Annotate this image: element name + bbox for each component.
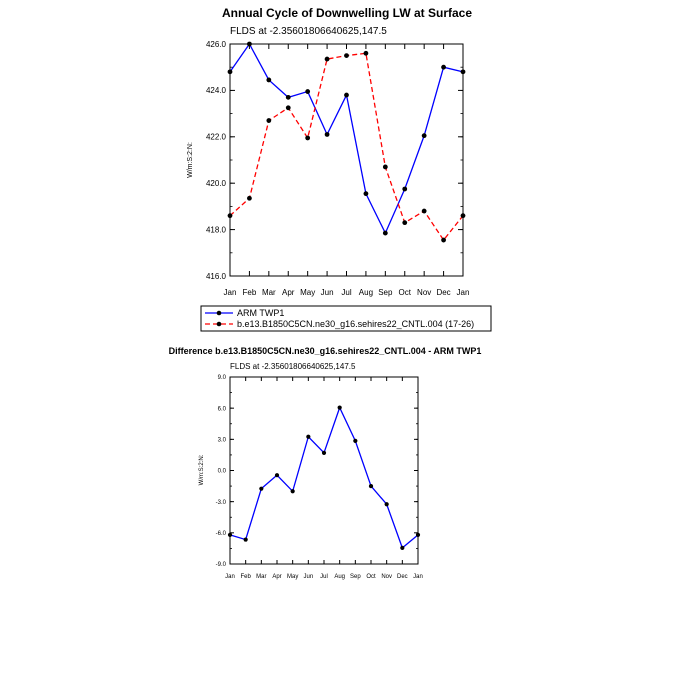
- chart2-xtick-label: Oct: [366, 574, 376, 580]
- chart1-xtick-label: Jun: [321, 288, 334, 297]
- chart1-series-0-point: [266, 77, 272, 83]
- chart1-ylabel: W/m:S:2:N:: [187, 142, 194, 178]
- chart1-xtick-label: May: [300, 288, 315, 297]
- chart2-series-0-point: [384, 502, 389, 507]
- chart1-ytick-label: 426.0: [206, 40, 227, 49]
- chart1-title: Annual Cycle of Downwelling LW at Surfac…: [222, 6, 472, 20]
- chart2-xtick-label: Jul: [320, 574, 328, 580]
- chart2-xtick-label: Aug: [334, 574, 345, 580]
- chart2-xtick-label: Dec: [397, 574, 408, 580]
- chart1-xtick-label: Jul: [341, 288, 351, 297]
- chart1-series-0-point: [460, 69, 466, 75]
- chart1-series-1-point: [382, 164, 388, 170]
- chart1-series-1-point: [460, 213, 466, 219]
- chart2-series-0-point: [337, 405, 342, 410]
- chart1-series-1-point: [266, 118, 272, 123]
- chart1-series-0-point: [382, 230, 388, 236]
- chart2-series-0-point: [290, 489, 295, 494]
- chart1-xtick-label: Sep: [378, 288, 393, 297]
- chart1-series-1-point: [285, 105, 291, 111]
- chart1-xtick-label: Apr: [282, 288, 295, 297]
- chart2-ytick-label: -3.0: [216, 500, 227, 506]
- chart1-ytick-label: 422.0: [206, 133, 227, 142]
- chart1-plot-frame: [229, 43, 464, 277]
- chart1-series-1-point: [247, 195, 252, 201]
- chart2-series-0-point: [415, 532, 421, 538]
- chart1-series-1-line: [229, 52, 464, 242]
- chart2-series-0-point: [353, 438, 358, 443]
- chart2-ytick-label: 6.0: [218, 406, 227, 412]
- chart2-series-0-point: [243, 537, 248, 542]
- chart1-series-1-point: [305, 135, 311, 141]
- chart2-xtick-label: Sep: [350, 574, 361, 580]
- chart1-series-0-point: [421, 133, 427, 139]
- chart2-series-0-line: [229, 405, 419, 549]
- legend-model-marker: [216, 321, 222, 327]
- chart2-xtick-label: Jan: [225, 574, 235, 580]
- chart1-xtick-label: Nov: [417, 288, 431, 297]
- chart1-ytick-label: 418.0: [206, 225, 227, 234]
- chart1-series-1-point: [441, 237, 446, 243]
- chart1-series-1-point: [344, 53, 349, 58]
- chart2-plot-frame: [229, 376, 419, 565]
- chart2-series-0-point: [306, 434, 311, 439]
- chart2-xtick-label: Jun: [303, 574, 313, 580]
- legend-model-label: b.e13.B1850C5CN.ne30_g16.sehires22_CNTL.…: [237, 319, 474, 329]
- chart1-legend-box: [200, 305, 492, 332]
- chart1-series-1-point: [324, 56, 330, 62]
- chart1-subtitle: FLDS at -2.35601806640625,147.5: [230, 26, 387, 37]
- chart2-ytick-label: 9.0: [218, 375, 227, 381]
- chart1-ytick-label: 416.0: [206, 272, 227, 281]
- chart2-subtitle: FLDS at -2.35601806640625,147.5: [230, 362, 356, 371]
- chart2-series-0-point: [274, 473, 280, 478]
- chart1-xtick-label: Dec: [436, 288, 450, 297]
- chart1-ytick-label: 420.0: [206, 179, 227, 188]
- chart2-xtick-label: Nov: [381, 574, 392, 580]
- chart1-series-1-point: [421, 208, 427, 214]
- chart1-series-0-point: [247, 41, 252, 47]
- chart2-ylabel: W/m:S:2:N:: [199, 454, 205, 485]
- chart1-xtick-label: Mar: [262, 288, 276, 297]
- chart1-series-0-point: [402, 186, 408, 192]
- chart1-xtick-label: Feb: [243, 288, 257, 297]
- chart2-xtick-label: Apr: [272, 574, 281, 580]
- chart2-ytick-label: -6.0: [216, 531, 227, 537]
- chart2-xtick-label: Jan: [413, 574, 423, 580]
- chart2-ytick-label: -9.0: [216, 562, 227, 568]
- chart2-series-0-point: [400, 545, 405, 550]
- chart2-xtick-label: Feb: [240, 574, 251, 580]
- chart1-xtick-label: Jan: [457, 288, 470, 297]
- chart2-title: Difference b.e13.B1850C5CN.ne30_g16.sehi…: [169, 346, 482, 356]
- chart1-series-0-point: [324, 132, 330, 137]
- chart2-ytick-label: 0.0: [218, 469, 227, 475]
- chart2-series-0-point: [259, 486, 264, 491]
- legend-arm-label: ARM TWP1: [237, 308, 284, 318]
- chart2-series-0-point: [227, 532, 233, 538]
- chart1-series-0-point: [305, 89, 311, 94]
- chart1-xtick-label: Jan: [224, 288, 237, 297]
- chart1-series-1-point: [227, 213, 233, 219]
- chart1-xtick-label: Oct: [399, 288, 412, 297]
- chart1-xtick-label: Aug: [359, 288, 373, 297]
- chart1-series-0-point: [441, 64, 446, 70]
- chart2-series-0-point: [321, 450, 327, 455]
- chart1-series-0-point: [363, 191, 369, 197]
- chart1-ytick-label: 424.0: [206, 86, 227, 95]
- chart1-series-1-point: [402, 220, 408, 226]
- chart2-series-0-point: [368, 483, 374, 489]
- chart2-ytick-label: 3.0: [218, 437, 227, 443]
- chart2-xtick-label: May: [287, 574, 298, 580]
- chart1-series-1-point: [363, 50, 369, 56]
- chart1-series-0-point: [344, 92, 349, 98]
- chart1-series-0-point: [285, 94, 291, 100]
- chart1-series-0-point: [227, 69, 233, 75]
- chart2-xtick-label: Mar: [256, 574, 266, 580]
- legend-arm-marker: [216, 310, 222, 316]
- chart1-series-0-line: [229, 42, 464, 235]
